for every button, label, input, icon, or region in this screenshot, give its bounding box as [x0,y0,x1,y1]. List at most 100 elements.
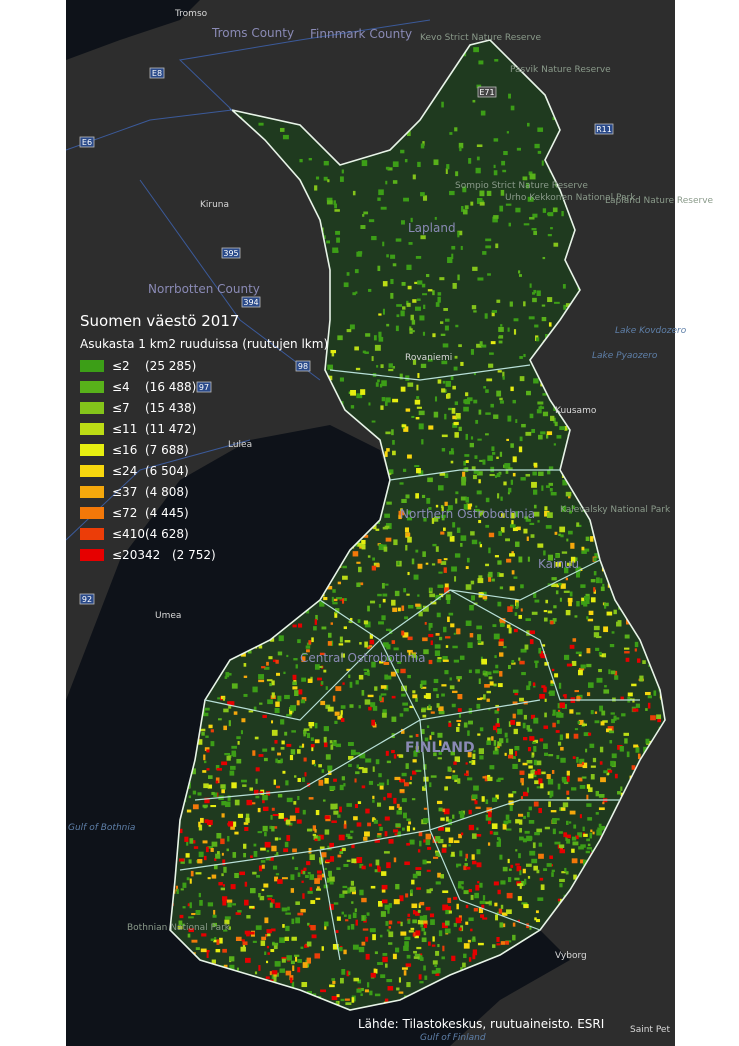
grid-cell [382,593,388,597]
grid-cell [533,289,537,294]
grid-cell [506,558,512,563]
grid-cell [204,797,210,804]
grid-cell [600,777,606,783]
grid-cell [421,439,424,445]
grid-cell [214,937,217,943]
grid-cell [509,748,514,755]
grid-cell [362,213,365,217]
grid-cell [202,840,208,844]
grid-cell [412,770,417,775]
grid-cell [500,527,505,533]
road-label: 92 [82,595,92,604]
grid-cell [475,505,478,508]
grid-cell [409,735,413,738]
grid-cell [527,196,534,202]
grid-cell [493,831,499,836]
grid-cell [499,854,503,860]
grid-cell [456,628,461,635]
grid-cell [507,491,510,495]
grid-cell [311,934,317,939]
grid-cell [419,684,423,689]
grid-cell [601,653,607,658]
grid-cell [548,801,551,808]
grid-cell [509,524,516,528]
grid-cell [480,697,484,700]
grid-cell [207,877,211,880]
grid-cell [438,827,444,831]
grid-cell [392,439,395,445]
grid-cell [425,906,431,911]
grid-cell [516,526,521,531]
grid-cell [423,965,426,971]
grid-cell [400,728,405,734]
grid-cell [290,705,297,711]
grid-cell [400,921,403,927]
grid-cell [523,904,529,909]
grid-cell [590,710,594,715]
grid-cell [492,216,498,223]
grid-cell [260,847,266,851]
grid-cell [334,711,340,716]
place-label: Pasvik Nature Reserve [510,65,611,75]
grid-cell [526,759,533,764]
grid-cell [460,542,463,547]
grid-cell [428,659,433,665]
grid-cell [586,692,591,697]
grid-cell [215,853,221,859]
grid-cell [403,812,407,819]
grid-cell [314,619,317,625]
grid-cell [599,825,606,830]
grid-cell [541,160,544,166]
grid-cell [503,464,506,468]
grid-cell [506,828,512,831]
grid-cell [434,644,441,649]
grid-cell [535,919,541,923]
grid-cell [499,205,504,212]
grid-cell [581,601,587,605]
grid-cell [559,849,566,854]
grid-cell [518,614,523,619]
grid-cell [277,752,281,756]
grid-cell [477,471,483,476]
legend-label: ≤2 [112,359,130,373]
grid-cell [228,701,235,707]
region-line [319,849,341,961]
grid-cell [422,331,426,336]
grid-cell [441,448,446,452]
finland [170,40,665,1010]
grid-cell [236,967,239,971]
grid-cell [356,582,361,588]
grid-cell [309,874,314,880]
grid-cell [459,850,463,857]
grid-cell [469,633,474,638]
grid-cell [393,899,400,905]
grid-cell [523,815,526,819]
grid-cell [507,327,510,332]
grid-cell [451,245,456,250]
grid-cell [330,350,337,354]
grid-cell [414,465,420,468]
grid-cell [475,806,481,809]
grid-cell [440,817,445,821]
road-label: 394 [243,298,258,307]
grid-cell [624,651,630,654]
grid-cell [308,722,315,727]
grid-cell [469,760,473,764]
grid-cell [375,528,380,531]
grid-cell [444,928,451,934]
grid-cell [301,777,305,782]
grid-cell [422,293,428,296]
grid-cell [425,839,431,846]
grid-cell [424,621,427,625]
grid-cell [522,791,529,797]
grid-cell [531,481,537,488]
grid-cell [555,554,559,558]
grid-cell [533,462,538,467]
grid-cell [451,703,456,708]
grid-cell [243,852,247,858]
grid-cell [465,866,471,870]
grid-cell [482,776,487,779]
legend-label: ≤410 [112,527,145,541]
grid-cell [453,896,458,900]
grid-cell [653,690,657,696]
